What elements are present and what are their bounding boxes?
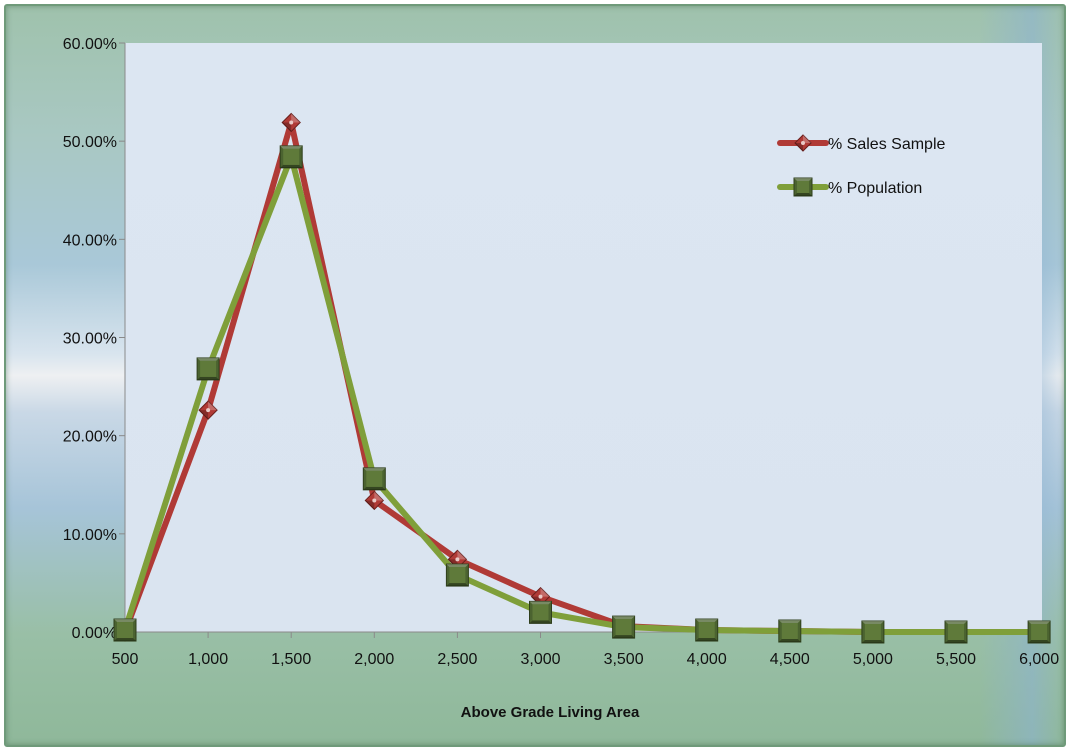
y-tick-label: 0.00% [72,625,117,642]
x-tick-label: 4,500 [770,651,810,668]
x-tick-label: 5,000 [853,651,893,668]
series-1-point [1027,620,1051,644]
series-1-point [861,620,885,644]
series-1-point [279,145,303,169]
y-tick-label: 20.00% [63,429,117,446]
y-tick-label: 10.00% [63,527,117,544]
series-1-point [362,467,386,491]
plot-area [125,43,1042,632]
x-tick-label: 3,000 [520,651,560,668]
x-axis-title: Above Grade Living Area [461,704,640,721]
x-axis: 500 1,000 1,500 2,000 2,500 3,000 3,500 4,000 4,… [112,631,1059,668]
series-line-1 [122,153,1043,635]
legend-label: % Sales Sample [828,136,945,153]
x-tick-label: 1,000 [188,651,228,668]
series-1-point [445,563,469,587]
y-tick-label: 60.00% [63,36,117,53]
x-tick-label: 2,500 [437,651,477,668]
y-tick-label: 50.00% [63,134,117,151]
x-tick-label: 1,500 [271,651,311,668]
series-1-point [612,615,636,639]
legend-marker [793,177,813,197]
x-tick-label: 2,000 [354,651,394,668]
x-tick-label: 500 [112,651,139,668]
y-tick-label: 40.00% [63,232,117,249]
x-tick-label: 5,500 [936,651,976,668]
legend: % Sales Sample % Population [777,134,945,197]
series-layer [113,112,1051,644]
series-0-point [198,400,218,420]
series-1-point [529,600,552,624]
x-tick-label: 3,500 [604,651,644,668]
legend-item: % Population [777,177,922,197]
series-1-point [695,618,719,642]
y-tick-label: 30.00% [63,331,117,348]
series-1-point [944,620,968,644]
legend-item: % Sales Sample [777,134,945,153]
x-tick-label: 4,000 [687,651,727,668]
series-0-point [281,112,301,133]
legend-label: % Population [828,180,922,197]
x-tick-label: 6,000 [1019,651,1059,668]
series-1-point [778,619,802,643]
series-1-point [196,357,220,381]
legend-marker [794,134,812,152]
series-1-point [113,618,137,642]
y-axis: 0.00% 10.00% 20.00% 30.00% 40.00% 50.00% 60.00… [63,36,126,642]
series-0-point [364,490,385,511]
